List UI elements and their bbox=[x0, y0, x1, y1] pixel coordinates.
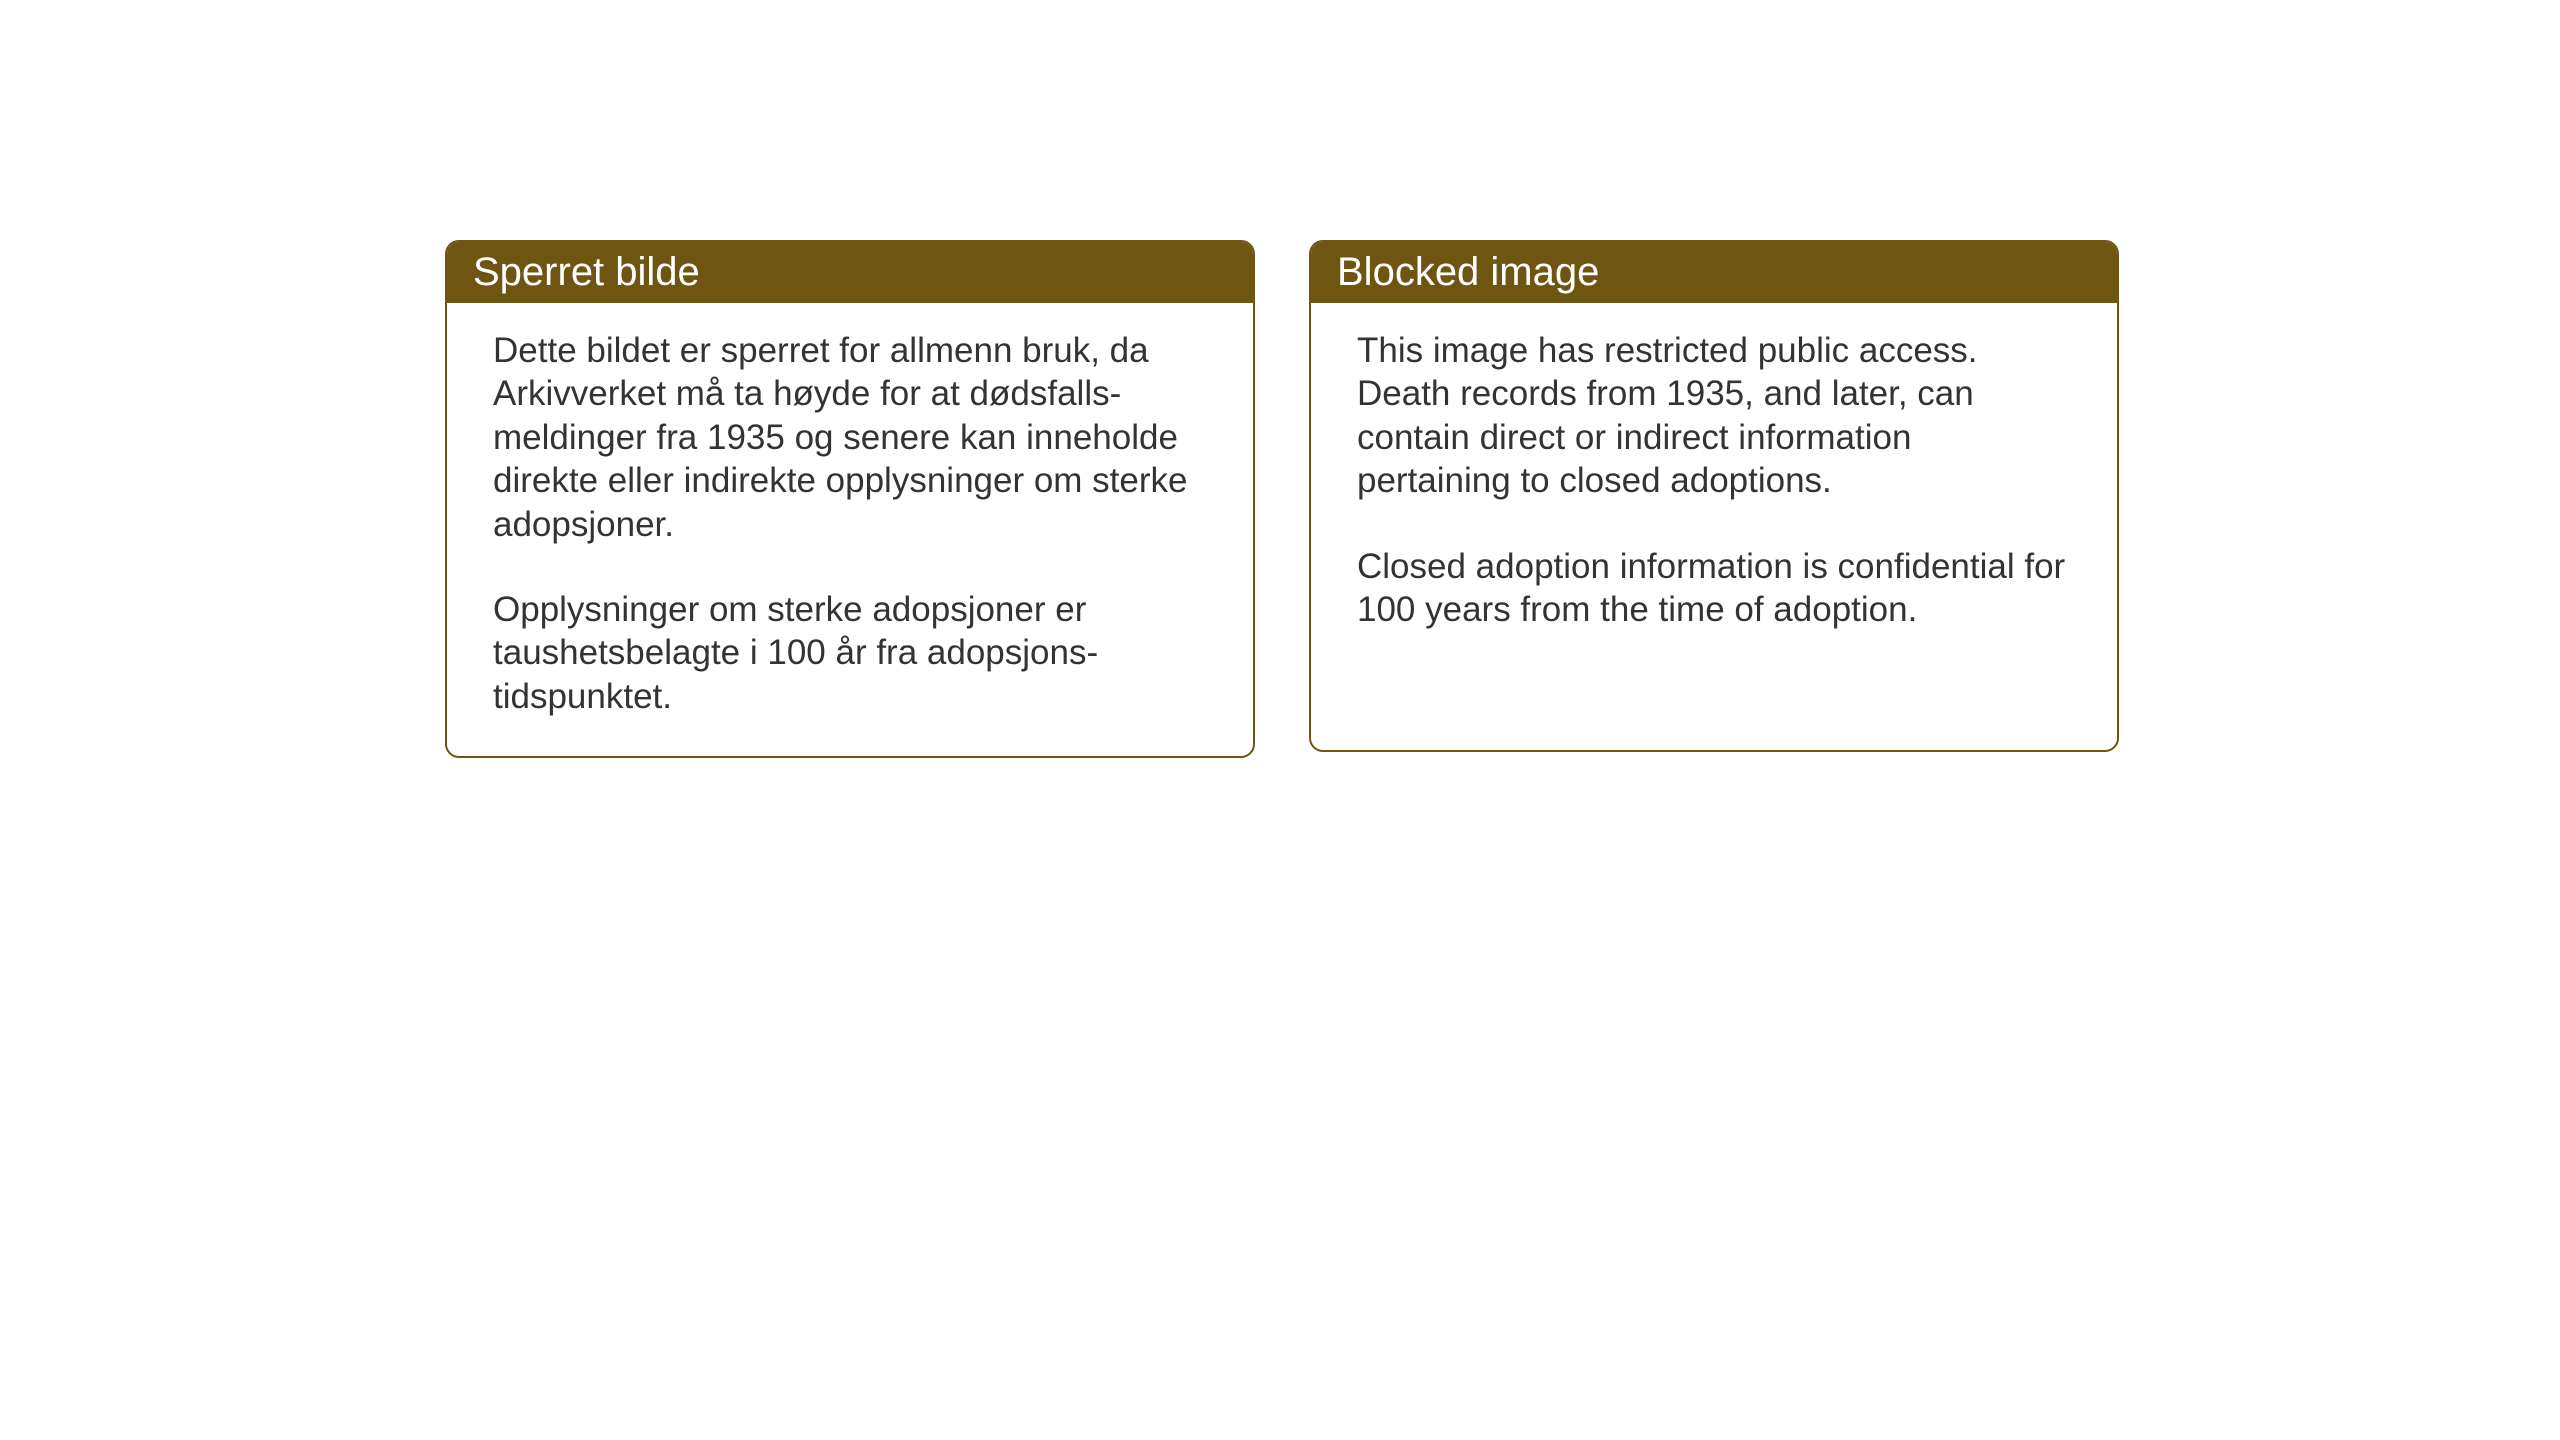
notice-paragraph-1-english: This image has restricted public access.… bbox=[1357, 329, 2071, 503]
notice-card-english: Blocked image This image has restricted … bbox=[1309, 240, 2119, 752]
notice-title-norwegian: Sperret bilde bbox=[473, 250, 700, 294]
notice-paragraph-2-english: Closed adoption information is confident… bbox=[1357, 545, 2071, 632]
notice-paragraph-2-norwegian: Opplysninger om sterke adopsjoner er tau… bbox=[493, 588, 1207, 718]
notice-title-english: Blocked image bbox=[1337, 250, 1599, 294]
notice-body-norwegian: Dette bildet er sperret for allmenn bruk… bbox=[447, 303, 1253, 756]
notice-card-norwegian: Sperret bilde Dette bildet er sperret fo… bbox=[445, 240, 1255, 758]
notice-header-norwegian: Sperret bilde bbox=[447, 242, 1253, 303]
notice-header-english: Blocked image bbox=[1311, 242, 2117, 303]
notice-cards-container: Sperret bilde Dette bildet er sperret fo… bbox=[445, 240, 2119, 758]
notice-body-english: This image has restricted public access.… bbox=[1311, 303, 2117, 669]
notice-paragraph-1-norwegian: Dette bildet er sperret for allmenn bruk… bbox=[493, 329, 1207, 546]
